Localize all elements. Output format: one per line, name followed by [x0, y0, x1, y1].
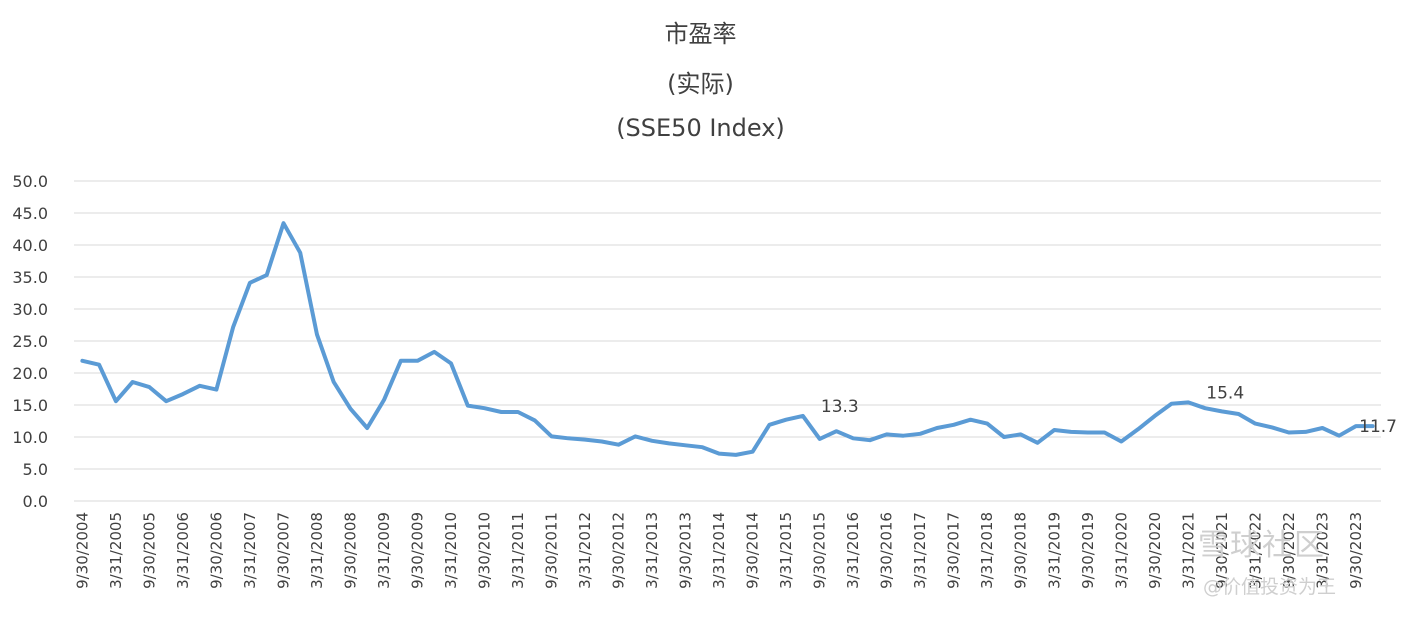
x-tick-label: 9/30/2006	[207, 512, 225, 589]
y-tick-label: 10.0	[12, 428, 48, 447]
chart-title: 市盈率	[664, 20, 737, 48]
watermark-author: @价值投资为王	[1203, 576, 1337, 598]
x-tick-label: 9/30/2009	[409, 512, 427, 589]
y-tick-label: 30.0	[12, 300, 48, 319]
data-label: 13.3	[821, 397, 859, 417]
x-tick-label: 3/31/2021	[1179, 512, 1197, 589]
x-tick-label: 3/31/2005	[107, 512, 125, 589]
y-tick-label: 15.0	[12, 396, 48, 415]
x-tick-label: 9/30/2010	[476, 512, 494, 589]
y-tick-label: 25.0	[12, 332, 48, 351]
x-tick-label: 9/30/2014	[744, 512, 762, 589]
x-tick-label: 3/31/2014	[710, 512, 728, 589]
chart-subtitle: (实际)	[667, 70, 734, 98]
x-tick-label: 9/30/2008	[341, 512, 359, 589]
x-tick-label: 9/30/2020	[1146, 512, 1164, 589]
x-tick-label: 3/31/2023	[1313, 512, 1331, 589]
watermark-logo-text: 雪球社区	[1198, 528, 1326, 563]
x-tick-label: 9/30/2007	[274, 512, 292, 589]
x-tick-label: 9/30/2016	[878, 512, 896, 589]
y-tick-label: 50.0	[12, 172, 48, 191]
series-line	[80, 221, 1375, 457]
x-tick-label: 3/31/2017	[911, 512, 929, 589]
y-tick-label: 45.0	[12, 204, 48, 223]
x-tick-label: 3/31/2007	[241, 512, 259, 589]
x-tick-label: 3/31/2019	[1045, 512, 1063, 589]
x-tick-label: 9/30/2019	[1079, 512, 1097, 589]
x-tick-label: 9/30/2022	[1280, 512, 1298, 589]
x-tick-label: 3/31/2020	[1112, 512, 1130, 589]
x-tick-label: 3/31/2012	[576, 512, 594, 589]
x-tick-label: 3/31/2011	[509, 512, 527, 589]
chart-subtitle-index: (SSE50 Index)	[616, 114, 785, 142]
x-tick-label: 3/31/2008	[308, 512, 326, 589]
x-tick-label: 9/30/2004	[73, 512, 91, 589]
x-tick-label: 9/30/2012	[610, 512, 628, 589]
x-tick-label: 3/31/2010	[442, 512, 460, 589]
y-tick-label: 0.0	[23, 492, 48, 511]
x-tick-label: 3/31/2009	[375, 512, 393, 589]
data-label: 15.4	[1206, 383, 1244, 403]
x-tick-label: 3/31/2018	[978, 512, 996, 589]
x-tick-label: 9/30/2018	[1012, 512, 1030, 589]
x-tick-label: 3/31/2016	[844, 512, 862, 589]
y-tick-label: 20.0	[12, 364, 48, 383]
y-tick-label: 5.0	[23, 460, 48, 479]
x-tick-label: 9/30/2017	[945, 512, 963, 589]
x-tick-label: 3/31/2022	[1246, 512, 1264, 589]
x-tick-label: 3/31/2015	[777, 512, 795, 589]
x-tick-label: 9/30/2021	[1213, 512, 1231, 589]
y-tick-label: 35.0	[12, 268, 48, 287]
x-tick-label: 9/30/2005	[140, 512, 158, 589]
x-tick-label: 9/30/2011	[543, 512, 561, 589]
x-tick-label: 3/31/2013	[643, 512, 661, 589]
y-tick-label: 40.0	[12, 236, 48, 255]
x-tick-label: 9/30/2023	[1347, 512, 1365, 589]
x-tick-label: 3/31/2006	[174, 512, 192, 589]
data-label: 11.7	[1359, 417, 1397, 437]
x-tick-label: 9/30/2015	[811, 512, 829, 589]
x-tick-label: 9/30/2013	[677, 512, 695, 589]
